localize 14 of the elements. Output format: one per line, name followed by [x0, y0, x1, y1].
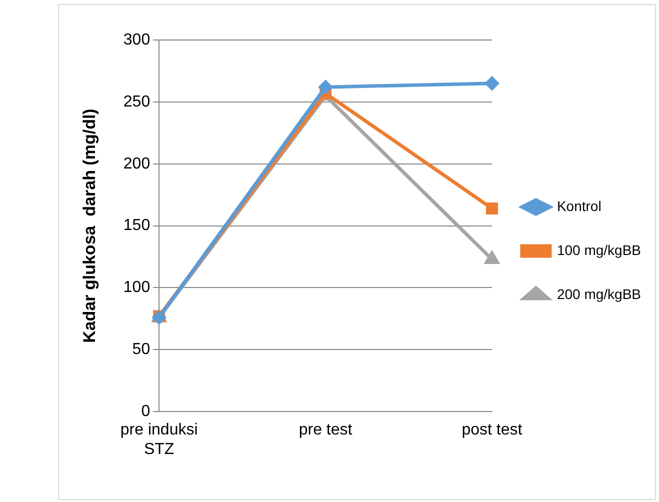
legend-label: Kontrol: [556, 198, 602, 214]
x-tick-label: pre induksi STZ: [120, 422, 198, 458]
y-tick-label: 100: [123, 279, 150, 296]
y-tick-label: 50: [132, 341, 150, 358]
y-tick-label: 0: [141, 403, 150, 420]
y-tick-label: 200: [123, 155, 150, 172]
x-tick-label: pre test: [298, 422, 353, 439]
legend-label: 200 mg/kgBB: [556, 286, 642, 302]
legend-label: 100 mg/kgBB: [556, 242, 642, 258]
y-tick-label: 300: [123, 31, 150, 48]
y-axis-title: Kadar glukosa darah (mg/dl): [80, 108, 99, 343]
x-tick-label: post test: [462, 422, 523, 439]
y-tick-label: 150: [123, 217, 150, 234]
y-tick-label: 250: [123, 93, 150, 110]
